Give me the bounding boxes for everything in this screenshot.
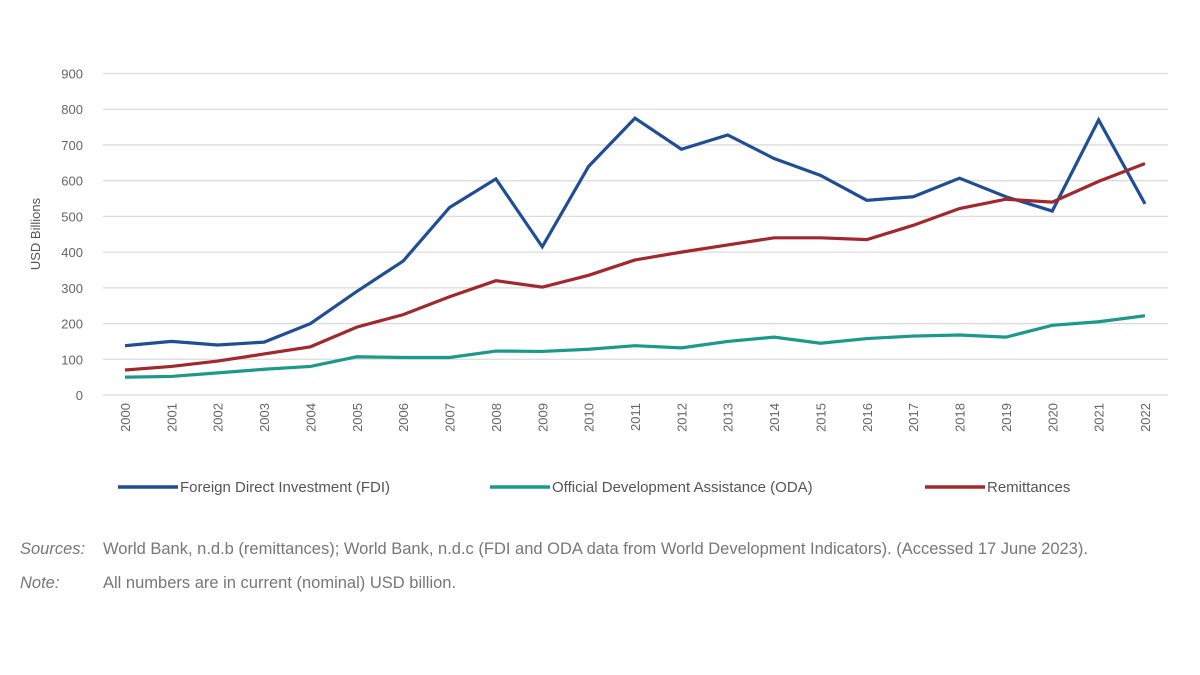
x-tick-label: 2010 bbox=[582, 403, 597, 432]
y-tick-label: 900 bbox=[61, 67, 83, 82]
sources-row: Sources: World Bank, n.d.b (remittances)… bbox=[20, 536, 1170, 562]
y-tick-label: 500 bbox=[61, 209, 83, 224]
x-tick-label: 2004 bbox=[303, 403, 318, 432]
x-tick-label: 2005 bbox=[350, 403, 365, 432]
x-tick-label: 2019 bbox=[999, 403, 1014, 432]
x-tick-label: 2008 bbox=[489, 403, 504, 432]
notes: Sources: World Bank, n.d.b (remittances)… bbox=[20, 536, 1170, 596]
x-tick-label: 2012 bbox=[674, 403, 689, 432]
legend-label-1: Official Development Assistance (ODA) bbox=[552, 479, 813, 496]
x-tick-label: 2020 bbox=[1045, 403, 1060, 432]
x-tick-label: 2016 bbox=[860, 403, 875, 432]
x-tick-label: 2015 bbox=[813, 403, 828, 432]
y-axis-label: USD Billions bbox=[28, 197, 43, 270]
x-tick-label: 2009 bbox=[535, 403, 550, 432]
x-tick-label: 2017 bbox=[906, 403, 921, 432]
series-line-0 bbox=[124, 116, 1147, 348]
note-label: Note: bbox=[20, 574, 60, 592]
sources-label: Sources: bbox=[20, 540, 86, 558]
x-tick-label: 2021 bbox=[1092, 403, 1107, 432]
y-tick-label: 100 bbox=[61, 352, 83, 367]
y-tick-label: 300 bbox=[61, 281, 83, 296]
x-tick-label: 2011 bbox=[628, 403, 643, 431]
legend-label-2: Remittances bbox=[987, 479, 1070, 496]
legend-label-0: Foreign Direct Investment (FDI) bbox=[180, 479, 390, 496]
x-tick-label: 2013 bbox=[721, 403, 736, 432]
y-tick-label: 200 bbox=[61, 317, 83, 332]
x-tick-label: 2002 bbox=[211, 403, 226, 432]
x-tick-label: 2003 bbox=[257, 403, 272, 432]
x-tick-label: 2007 bbox=[443, 403, 458, 432]
y-tick-label: 700 bbox=[61, 138, 83, 153]
line-chart: 0 100 200 300 400 500 600 700 800 900 USD Billions… bbox=[28, 67, 1168, 496]
x-tick-label: 2018 bbox=[953, 403, 968, 432]
note-row: Note: All numbers are in current (nomina… bbox=[20, 570, 1170, 596]
x-tick-label: 2000 bbox=[118, 403, 133, 432]
x-tick-label: 2022 bbox=[1138, 403, 1153, 432]
y-tick-label: 0 bbox=[76, 388, 83, 403]
x-tick-label: 2006 bbox=[396, 403, 411, 432]
x-tick-label: 2014 bbox=[767, 403, 782, 432]
note-text: All numbers are in current (nominal) USD… bbox=[103, 574, 457, 592]
sources-text: World Bank, n.d.b (remittances); World B… bbox=[103, 540, 1088, 558]
y-tick-label: 800 bbox=[61, 102, 83, 117]
series-line-1 bbox=[124, 314, 1146, 379]
x-tick-label: 2001 bbox=[164, 403, 179, 432]
y-tick-label: 600 bbox=[61, 174, 83, 189]
y-tick-label: 400 bbox=[61, 245, 83, 260]
series-line-2 bbox=[124, 162, 1146, 372]
